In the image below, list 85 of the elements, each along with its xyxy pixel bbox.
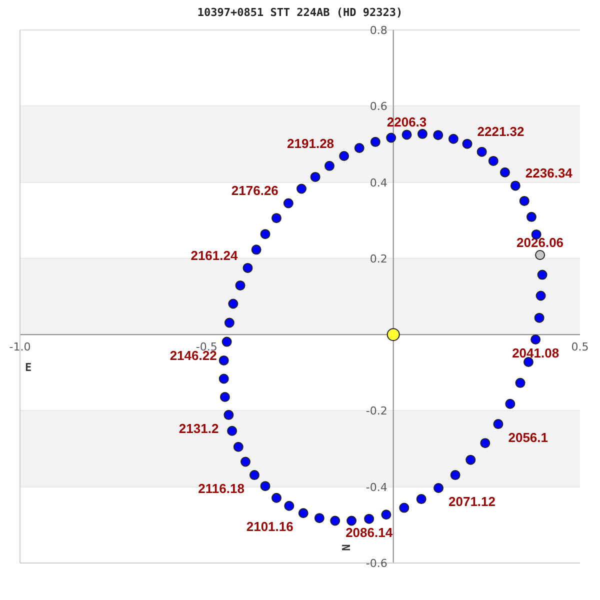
point [364, 514, 374, 524]
y-tick-label: 0.2 [370, 252, 388, 266]
point [515, 378, 526, 388]
y-tick-label: 0.8 [370, 24, 388, 37]
annotation: 2161.24 [190, 248, 238, 263]
point [339, 151, 350, 162]
point [228, 298, 238, 309]
point [530, 334, 541, 345]
point [519, 196, 530, 206]
annotation: 2041.08 [512, 346, 560, 361]
point [218, 355, 229, 366]
point [537, 270, 548, 280]
x-axis-title: E [25, 360, 32, 374]
annotation: 2221.32 [477, 124, 524, 139]
x-tick-label: -1.0 [9, 340, 31, 354]
point [448, 134, 458, 144]
point [310, 172, 320, 182]
point [240, 456, 250, 467]
point [526, 212, 536, 222]
point [536, 290, 546, 301]
annotation: 2191.28 [287, 136, 334, 152]
point [476, 146, 487, 157]
annotation: 2236.34 [525, 166, 574, 181]
point [386, 132, 396, 143]
point [227, 426, 238, 436]
y-tick-label: 0.6 [370, 100, 388, 114]
annotation: 2131.2 [178, 420, 219, 436]
point [402, 130, 412, 140]
point [416, 494, 426, 504]
point [249, 470, 260, 480]
annotation: 2116.18 [198, 481, 244, 496]
point [370, 136, 380, 147]
point [220, 392, 230, 402]
point [242, 262, 253, 273]
annotation: 2071.12 [448, 494, 496, 509]
annotation: 2206.3 [386, 114, 427, 130]
point [354, 143, 364, 154]
point [488, 156, 498, 166]
y-axis-title: N [340, 544, 354, 551]
point [260, 229, 270, 240]
x-tick-label: 0.5 [571, 340, 589, 354]
point [466, 454, 476, 465]
point [251, 244, 262, 255]
point [284, 500, 294, 511]
point [462, 138, 472, 149]
point [314, 513, 324, 524]
point [283, 198, 294, 208]
y-tick-label: -0.6 [366, 557, 388, 570]
point [235, 280, 246, 290]
point [510, 180, 520, 191]
annotation: 2101.16 [246, 519, 294, 534]
point [505, 398, 516, 409]
point [271, 213, 282, 224]
point [480, 438, 490, 448]
point [500, 167, 510, 178]
annotation: 2086.14 [346, 524, 394, 540]
point [218, 374, 229, 384]
point [535, 250, 546, 260]
point [399, 502, 410, 513]
point [324, 160, 334, 171]
point [222, 336, 232, 347]
point [260, 481, 270, 492]
annotation: 2176.26 [231, 183, 278, 198]
annotation: 2056.1 [508, 430, 548, 446]
point [330, 516, 340, 526]
point [534, 312, 544, 323]
point [381, 510, 392, 520]
y-tick-label: -0.2 [366, 404, 388, 418]
point [233, 442, 244, 452]
annotation: 2026.06 [516, 235, 564, 250]
point [296, 184, 306, 194]
point [298, 508, 308, 518]
point [224, 318, 234, 328]
chart-title: 10397+0851 STT 224AB (HD 92323) [196, 6, 404, 19]
point [271, 492, 282, 503]
point [386, 328, 400, 342]
point [434, 483, 444, 493]
point [493, 419, 504, 430]
point [433, 130, 444, 140]
point [450, 470, 460, 480]
y-tick-label: 0.4 [370, 176, 388, 190]
y-tick-label: -0.4 [366, 480, 388, 494]
point [346, 516, 357, 526]
point [224, 410, 234, 420]
point [417, 128, 428, 139]
